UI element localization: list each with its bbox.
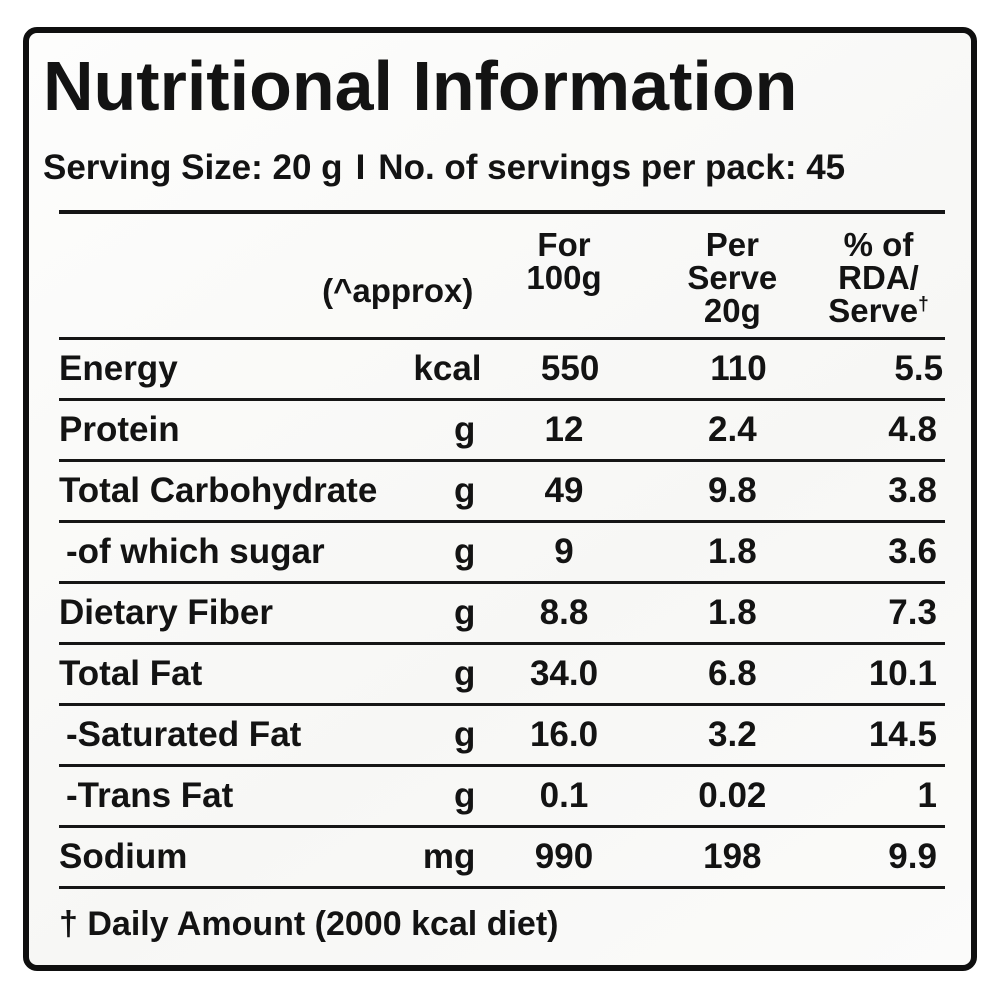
- header-rda-line1: % of: [843, 226, 914, 263]
- nutrient-row-energy: Energy kcal 550 110 5.5: [59, 340, 945, 401]
- nutrient-unit: g: [454, 593, 476, 632]
- value-per-100g: 12: [544, 410, 584, 449]
- nutrient-name: Sodium: [59, 837, 188, 876]
- value-per-100g: 0.1: [539, 776, 589, 815]
- nutrient-unit: g: [454, 715, 476, 754]
- value-rda-percent: 3.6: [888, 532, 937, 571]
- header-per-100g: For 100g: [475, 214, 652, 337]
- nutrient-unit: kcal: [413, 349, 482, 388]
- header-per-serve-line1: Per: [705, 226, 759, 263]
- header-rda-line3-text: Serve: [828, 292, 919, 329]
- nutrition-table: (^approx) For 100g Per Serve 20g % of RD…: [59, 210, 945, 889]
- value-rda-percent: 3.8: [888, 471, 937, 510]
- header-per-serve: Per Serve 20g: [653, 214, 812, 337]
- nutrient-name: Total Fat: [59, 654, 203, 693]
- value-per-100g: 9: [554, 532, 574, 571]
- nutrient-name: -Trans Fat: [66, 776, 234, 815]
- value-rda-percent: 7.3: [888, 593, 937, 632]
- nutrient-row-protein: Protein g 12 2.4 4.8: [59, 401, 945, 462]
- value-rda-percent: 10.1: [868, 654, 937, 693]
- value-per-serve: 1.8: [708, 532, 757, 571]
- value-per-serve: 6.8: [708, 654, 757, 693]
- header-per-serve-line2: Serve: [687, 259, 778, 296]
- header-per-100g-line1: For: [537, 226, 591, 263]
- table-header-row: (^approx) For 100g Per Serve 20g % of RD…: [59, 210, 945, 340]
- value-per-100g: 16.0: [529, 715, 599, 754]
- dagger-icon: †: [918, 294, 929, 315]
- serving-size-text: Serving Size: 20 g: [43, 148, 343, 187]
- nutrient-row-total-carbohydrate: Total Carbohydrate g 49 9.8 3.8: [59, 462, 945, 523]
- serving-info-line: Serving Size: 20 g I No. of servings per p…: [43, 148, 971, 188]
- value-per-100g: 8.8: [539, 593, 589, 632]
- nutrient-row-sugar: -of which sugar g 9 1.8 3.6: [59, 523, 945, 584]
- value-per-serve: 2.4: [708, 410, 757, 449]
- nutrient-unit: g: [454, 471, 476, 510]
- nutrient-row-sodium: Sodium mg 990 198 9.9: [59, 828, 945, 889]
- nutrient-row-trans-fat: -Trans Fat g 0.1 0.02 1: [59, 767, 945, 828]
- nutrition-label: Nutritional Information Serving Size: 20…: [23, 27, 977, 971]
- nutrient-unit: g: [454, 654, 476, 693]
- value-per-100g: 49: [544, 471, 584, 510]
- nutrient-name: Protein: [59, 410, 180, 449]
- header-rda-line3: Serve†: [812, 294, 945, 327]
- value-per-serve: 0.02: [698, 776, 767, 815]
- servings-per-pack-text: No. of servings per pack: 45: [378, 148, 846, 187]
- header-per-serve-line3: 20g: [703, 292, 761, 329]
- label-title: Nutritional Information: [43, 47, 798, 125]
- header-per-100g-line2: 100g: [526, 259, 602, 296]
- nutrient-name: -Saturated Fat: [66, 715, 302, 754]
- value-per-serve: 1.8: [708, 593, 757, 632]
- value-rda-percent: 4.8: [888, 410, 937, 449]
- value-per-serve: 3.2: [708, 715, 757, 754]
- value-per-serve: 9.8: [708, 471, 757, 510]
- nutrient-name: Dietary Fiber: [59, 593, 273, 632]
- nutrient-row-total-fat: Total Fat g 34.0 6.8 10.1: [59, 645, 945, 706]
- value-per-100g: 990: [534, 837, 594, 876]
- value-per-100g: 34.0: [529, 654, 599, 693]
- value-per-100g: 550: [540, 349, 600, 388]
- nutrient-name: Total Carbohydrate: [59, 471, 378, 510]
- nutrient-name: -of which sugar: [66, 532, 325, 571]
- nutrient-unit: mg: [422, 837, 476, 876]
- daily-amount-footnote: † Daily Amount (2000 kcal diet): [59, 905, 559, 943]
- header-rda-percent: % of RDA/ Serve†: [812, 214, 945, 337]
- nutrient-unit: g: [454, 532, 476, 571]
- value-rda-percent: 9.9: [888, 837, 937, 876]
- value-per-serve: 198: [703, 837, 762, 876]
- value-rda-percent: 1: [917, 776, 937, 815]
- nutrient-row-saturated-fat: -Saturated Fat g 16.0 3.2 14.5: [59, 706, 945, 767]
- nutrient-unit: g: [454, 410, 476, 449]
- header-approx-note: (^approx): [322, 272, 474, 309]
- nutrient-row-dietary-fiber: Dietary Fiber g 8.8 1.8 7.3: [59, 584, 945, 645]
- value-rda-percent: 5.5: [894, 349, 944, 388]
- nutrient-name: Energy: [59, 349, 178, 388]
- value-per-serve: 110: [710, 349, 767, 388]
- nutrient-unit: g: [454, 776, 476, 815]
- serving-separator: I: [355, 148, 366, 187]
- value-rda-percent: 14.5: [868, 715, 937, 754]
- header-rda-line2: RDA/: [838, 259, 919, 296]
